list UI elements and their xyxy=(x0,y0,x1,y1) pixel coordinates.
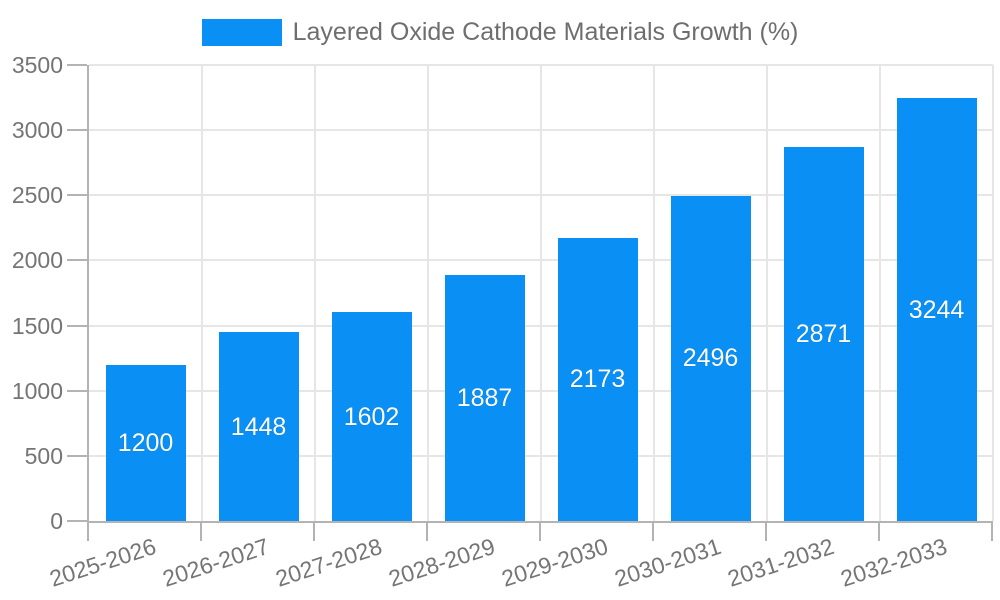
y-tick-label: 1500 xyxy=(11,312,63,339)
y-tick-mark xyxy=(67,129,87,132)
bar-value-label: 1602 xyxy=(343,402,400,431)
x-tick-label: 2030-2031 xyxy=(610,533,724,592)
y-tick-label: 2000 xyxy=(11,247,63,274)
x-tick-mark xyxy=(200,523,202,541)
gridline-vertical xyxy=(879,65,881,521)
x-tick-label: 2027-2028 xyxy=(271,533,385,592)
y-tick-mark xyxy=(67,389,87,392)
y-tick-label: 3000 xyxy=(11,117,63,144)
y-tick-mark xyxy=(67,324,87,327)
gridline-vertical xyxy=(992,65,994,521)
x-tick-label: 2031-2032 xyxy=(723,533,837,592)
gridline-vertical xyxy=(766,65,768,521)
bar xyxy=(670,195,751,521)
x-tick-mark xyxy=(539,523,541,541)
y-tick-mark xyxy=(67,454,87,457)
x-tick-mark xyxy=(878,523,880,541)
bar xyxy=(105,364,186,521)
x-tick-label: 2032-2033 xyxy=(836,533,950,592)
x-tick-mark xyxy=(87,523,89,541)
y-tick-label: 500 xyxy=(24,442,63,469)
y-tick-mark xyxy=(67,259,87,262)
plot-area: 1200 1448 1602 1887 2173 2496 2871 3244 xyxy=(87,64,994,523)
bar-value-label: 3244 xyxy=(908,295,965,324)
x-tick-mark xyxy=(313,523,315,541)
bar-value-label: 2173 xyxy=(569,365,626,394)
bar xyxy=(218,332,299,521)
x-tick-label: 2026-2027 xyxy=(158,533,272,592)
bar xyxy=(783,146,864,521)
x-tick-label: 2028-2029 xyxy=(384,533,498,592)
x-tick-label: 2029-2030 xyxy=(497,533,611,592)
bar-value-label: 2496 xyxy=(682,344,739,373)
y-tick-label: 2500 xyxy=(11,182,63,209)
x-tick-mark xyxy=(426,523,428,541)
y-tick-mark xyxy=(67,64,87,66)
bar-value-label: 1448 xyxy=(230,412,287,441)
legend: Layered Oxide Cathode Materials Growth (… xyxy=(0,18,1000,47)
y-tick-label: 3500 xyxy=(11,52,63,78)
bar-value-label: 1200 xyxy=(117,428,174,457)
x-tick-label: 2025-2026 xyxy=(45,533,159,592)
bar-value-label: 2871 xyxy=(795,319,852,348)
y-tick-mark xyxy=(67,194,87,197)
bar xyxy=(331,312,412,521)
bar xyxy=(444,275,525,521)
y-tick-mark xyxy=(67,520,87,522)
legend-label: Layered Oxide Cathode Materials Growth (… xyxy=(292,18,799,46)
gridline-vertical xyxy=(314,65,316,521)
gridline-vertical xyxy=(653,65,655,521)
x-tick-mark xyxy=(991,523,993,541)
x-tick-mark xyxy=(652,523,654,541)
y-tick-label: 0 xyxy=(50,508,63,534)
bar xyxy=(557,237,638,521)
bar-value-label: 1887 xyxy=(456,384,513,413)
gridline-vertical xyxy=(427,65,429,521)
gridline-vertical xyxy=(201,65,203,521)
x-tick-mark xyxy=(765,523,767,541)
y-tick-label: 1000 xyxy=(11,377,63,404)
bar xyxy=(896,98,977,521)
legend-swatch xyxy=(201,19,282,46)
gridline-vertical xyxy=(540,65,542,521)
